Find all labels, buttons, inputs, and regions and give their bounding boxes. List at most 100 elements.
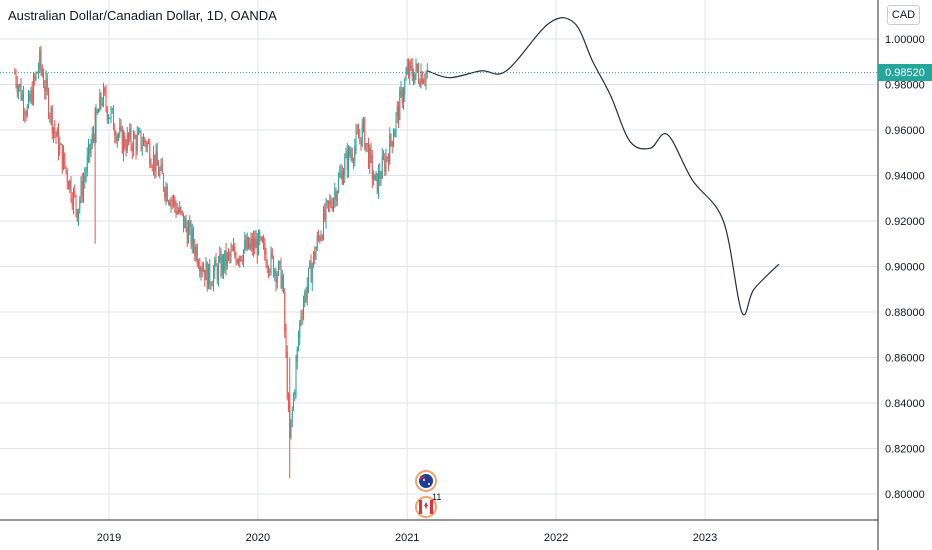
candle-body (196, 247, 198, 264)
candle-body (55, 132, 57, 137)
candle-body (408, 65, 410, 77)
candle-body (60, 144, 62, 146)
currency-button[interactable]: CAD (887, 5, 920, 25)
y-tick-label: 1.00000 (885, 34, 925, 46)
candle-body (266, 266, 268, 268)
candle-body (209, 263, 211, 284)
candle-body (321, 235, 323, 239)
y-tick-label: 0.94000 (885, 171, 925, 183)
candle-body (241, 260, 243, 262)
candle-body (283, 275, 285, 292)
canada-flag-icon[interactable]: 11 (415, 492, 441, 518)
candle-body (275, 270, 277, 283)
candle-body (314, 251, 316, 260)
candle-body (121, 127, 123, 153)
candle-body (120, 126, 122, 128)
candle-body (164, 188, 166, 197)
candle-body (39, 49, 41, 69)
candle-body (83, 180, 85, 197)
candle-body (380, 178, 382, 180)
candle-body (226, 253, 228, 267)
candle-body (278, 262, 280, 275)
candle-body (325, 202, 327, 220)
candle-body (135, 138, 137, 152)
candle-body (281, 275, 283, 288)
candle-body (238, 260, 240, 262)
event-icons[interactable]: 11 (415, 470, 441, 518)
candle-body (318, 236, 320, 238)
candle-body (395, 114, 397, 131)
candle-body (405, 73, 407, 80)
candle-body (329, 200, 331, 205)
candle-body (254, 238, 256, 248)
candle-body (85, 171, 87, 177)
candle-body (265, 254, 267, 267)
candle-body (284, 291, 286, 331)
candle-body (396, 105, 398, 115)
candle-body (38, 68, 40, 73)
candle-body (113, 108, 115, 131)
candle-body (259, 231, 261, 240)
candle-body (170, 199, 172, 206)
candle-body (208, 263, 210, 290)
candle-body (245, 240, 247, 250)
candle-body (404, 79, 406, 95)
candle-body (193, 229, 195, 247)
candle-body (399, 90, 401, 120)
candle-body (390, 134, 392, 142)
candle-body (218, 261, 220, 280)
candle-body (419, 81, 421, 86)
candle-body (324, 209, 326, 220)
candle-body (331, 205, 333, 210)
candle-body (179, 207, 181, 213)
australia-flag-icon[interactable] (415, 470, 437, 492)
y-tick-label: 0.84000 (885, 398, 925, 410)
candle-body (416, 63, 418, 71)
candle-body (20, 84, 22, 100)
candle-body (165, 186, 167, 197)
candle-body (344, 157, 346, 175)
candle-body (71, 198, 73, 206)
candle-body (80, 181, 82, 200)
candle-body (16, 83, 18, 93)
y-tick-label: 0.92000 (885, 216, 925, 228)
candle-body (373, 179, 375, 181)
candle-body (415, 63, 417, 74)
candle-body (243, 249, 245, 262)
candle-body (25, 114, 27, 117)
candle-body (296, 347, 298, 362)
candle-body (391, 141, 393, 146)
candle-body (224, 250, 226, 271)
candle-body (110, 110, 112, 119)
candle-body (420, 72, 422, 86)
candle-body (426, 70, 428, 73)
candle-body (304, 291, 306, 304)
candle-body (126, 133, 128, 151)
candle-body (61, 144, 63, 170)
candle-body (203, 269, 205, 272)
candle-body (376, 173, 378, 193)
candle-body (384, 158, 386, 172)
candle-body (311, 264, 313, 283)
candle-body (356, 131, 358, 133)
candle-body (139, 130, 141, 132)
candle-body (271, 251, 273, 257)
candle-body (43, 75, 45, 87)
candle-body (54, 127, 56, 133)
candle-body (100, 93, 102, 104)
candle-body (91, 133, 93, 145)
candle-body (31, 89, 33, 104)
candle-body (386, 156, 388, 159)
candle-body (219, 254, 221, 262)
candle-body (349, 148, 351, 156)
candle-body (74, 190, 76, 196)
chart-title: Australian Dollar/Canadian Dollar, 1D, O… (8, 8, 277, 23)
candle-body (141, 145, 143, 149)
projection-line[interactable] (427, 17, 780, 316)
candle-body (160, 163, 162, 170)
candle-body (294, 392, 296, 396)
candle-body (285, 330, 287, 352)
candle-body (90, 144, 92, 154)
candle-body (423, 81, 425, 84)
